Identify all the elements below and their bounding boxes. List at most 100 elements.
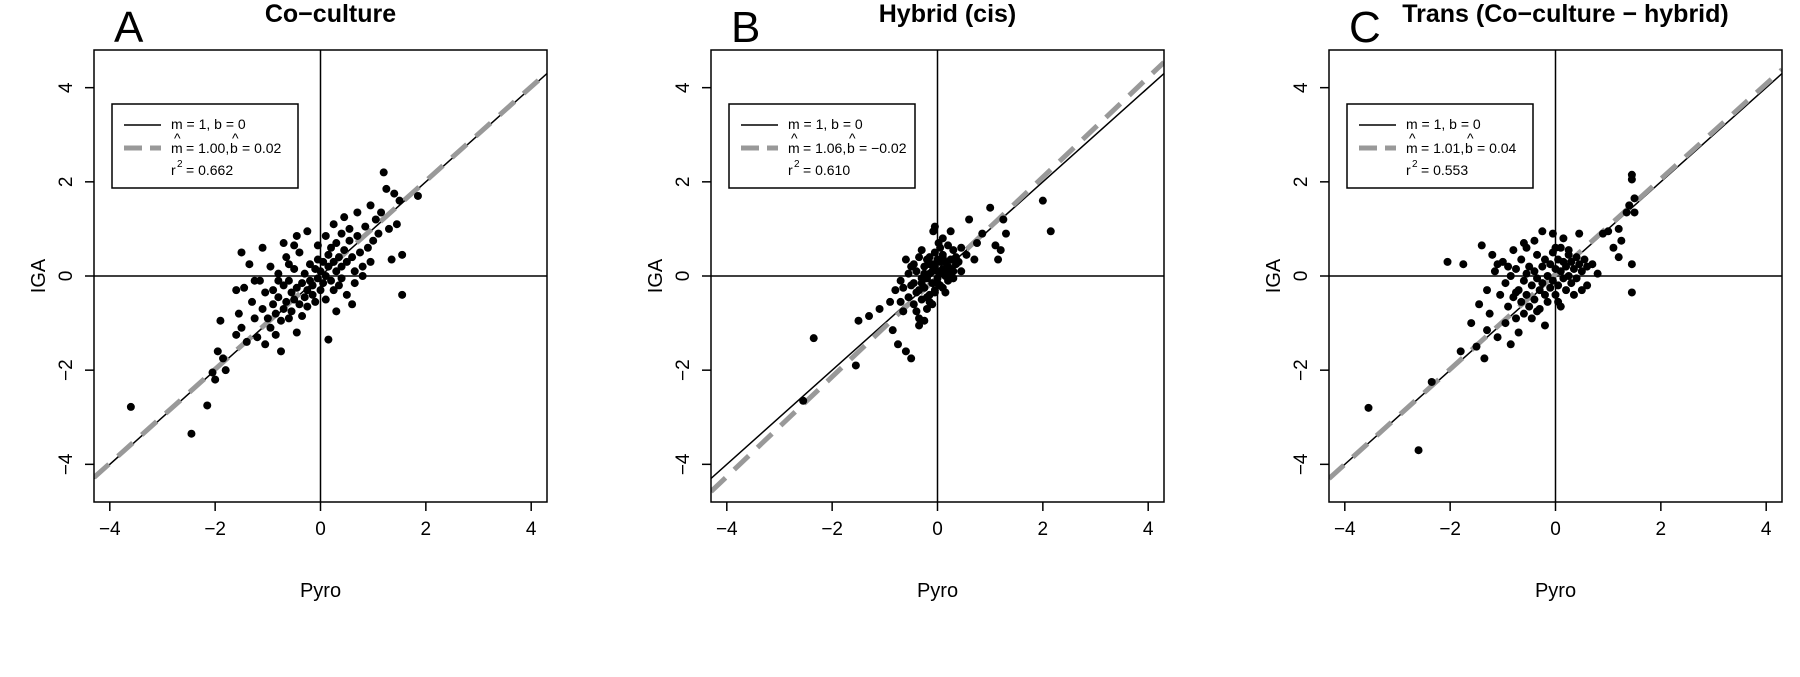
data-point — [187, 429, 196, 438]
data-point — [1533, 307, 1542, 316]
data-point — [886, 297, 895, 306]
data-point — [1511, 314, 1520, 323]
data-point — [930, 222, 939, 231]
r-symbol: r — [171, 162, 176, 178]
data-point — [258, 243, 267, 252]
data-point — [1511, 264, 1520, 273]
data-point — [1483, 326, 1492, 335]
data-point — [303, 227, 312, 236]
legend: m = 1, b = 0^m = 1.06,^b = −0.02r 2 = 0.610 — [728, 103, 916, 189]
y-tick-label: −4 — [56, 453, 77, 475]
legend: m = 1, b = 0^m = 1.01,^b = 0.04r 2 = 0.553 — [1346, 103, 1534, 189]
data-point — [938, 234, 947, 243]
data-point — [250, 276, 259, 285]
y-tick-label: −2 — [56, 359, 77, 381]
data-point — [321, 231, 330, 240]
legend-intercept-value: = −0.02 — [859, 140, 907, 156]
data-point — [1554, 281, 1563, 290]
data-point — [274, 276, 283, 285]
data-point — [899, 283, 908, 292]
data-point — [1514, 328, 1523, 337]
data-point — [1535, 286, 1544, 295]
plot-area — [94, 50, 547, 502]
data-point — [332, 239, 341, 248]
data-point — [865, 312, 874, 321]
data-point — [938, 283, 947, 292]
data-point — [379, 168, 388, 177]
data-point — [1540, 290, 1549, 299]
data-point — [1530, 295, 1539, 304]
data-point — [1038, 196, 1047, 205]
data-point — [1509, 246, 1518, 255]
x-tick-label: 2 — [1038, 519, 1049, 540]
data-point — [324, 250, 333, 259]
data-point — [970, 255, 979, 264]
data-point — [295, 300, 304, 309]
data-point — [334, 253, 343, 262]
data-point — [211, 375, 220, 384]
data-point — [901, 347, 910, 356]
data-point — [1564, 246, 1573, 255]
data-point — [374, 229, 383, 238]
data-point — [305, 260, 314, 269]
data-point — [213, 347, 222, 356]
data-point — [245, 260, 254, 269]
data-point — [345, 224, 354, 233]
data-point — [973, 239, 982, 248]
data-point — [1556, 267, 1565, 276]
data-point — [350, 279, 359, 288]
data-point — [1467, 319, 1476, 328]
data-point — [292, 328, 301, 337]
data-point — [1519, 309, 1528, 318]
m-hat-symbol: m — [788, 140, 800, 156]
data-point — [298, 279, 307, 288]
data-point — [319, 279, 328, 288]
data-point — [936, 243, 945, 252]
y-tick-label: −4 — [673, 453, 694, 475]
data-point — [342, 290, 351, 299]
data-point — [203, 401, 212, 410]
data-point — [1543, 272, 1552, 280]
data-point — [930, 248, 939, 257]
data-point — [237, 323, 246, 332]
data-point — [366, 257, 375, 266]
data-point — [922, 293, 931, 302]
data-point — [936, 269, 945, 278]
data-point — [398, 290, 407, 299]
data-point — [851, 361, 860, 370]
data-point — [994, 255, 1003, 264]
data-point — [221, 366, 230, 375]
data-point — [901, 255, 910, 264]
x-tick-label: 2 — [1656, 519, 1667, 540]
data-point — [356, 248, 365, 257]
data-point — [332, 267, 341, 276]
data-point — [282, 297, 291, 306]
data-point — [303, 286, 312, 295]
data-point — [279, 239, 288, 248]
data-point — [1364, 403, 1373, 412]
data-point — [311, 297, 320, 306]
y-tick-label: −4 — [1291, 453, 1312, 475]
data-point — [282, 253, 291, 262]
data-point — [345, 236, 354, 245]
data-point — [1551, 243, 1560, 252]
plot-area — [1329, 50, 1782, 502]
y-tick-label: −2 — [1291, 359, 1312, 381]
data-point — [1538, 262, 1547, 271]
data-point — [216, 316, 225, 325]
panel-letter: C — [1349, 3, 1381, 52]
data-point — [875, 304, 884, 313]
data-point — [287, 288, 296, 297]
data-point — [324, 262, 333, 271]
y-tick-label: 2 — [56, 177, 77, 188]
data-point — [928, 300, 937, 309]
data-point — [1627, 175, 1636, 184]
data-point — [390, 189, 399, 198]
data-point — [327, 243, 336, 252]
data-point — [332, 307, 341, 316]
data-point — [996, 246, 1005, 255]
data-point — [1577, 286, 1586, 295]
y-axis-label: IGA — [28, 258, 50, 293]
data-point — [1525, 302, 1534, 311]
